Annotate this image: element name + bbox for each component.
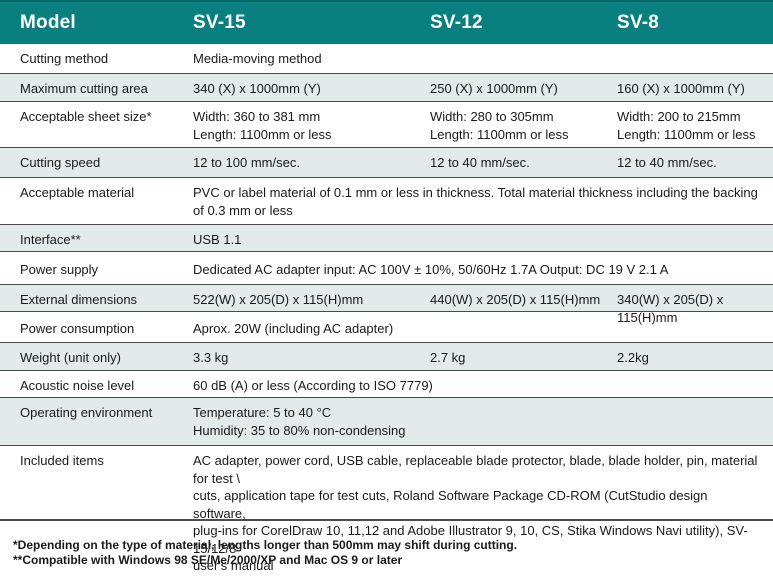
row-label: Weight (unit only) (20, 350, 121, 365)
row-value-sv8: 340(W) x 205(D) x 115(H)mm (617, 292, 724, 325)
row-value-sv15: Width: 360 to 381 mm Length: 1100mm or l… (193, 109, 332, 142)
row-value-sv8: 12 to 40 mm/sec. (617, 155, 717, 170)
table-header-row: Model SV-15 SV-12 SV-8 (0, 0, 773, 44)
header-col-sv8: SV-8 (617, 12, 659, 33)
row-label: Operating environment (20, 405, 153, 420)
row-label: Cutting speed (20, 155, 101, 170)
row-value-sv12: 440(W) x 205(D) x 115(H)mm (430, 292, 601, 307)
table-row-acoustic-noise-level: Acoustic noise level 60 dB (A) or less (… (0, 370, 773, 397)
row-value-sv8: 2.2kg (617, 350, 649, 365)
row-value-sv15: 522(W) x 205(D) x 115(H)mm (193, 292, 364, 307)
header-col-sv15: SV-15 (193, 12, 246, 33)
row-label: Included items (20, 453, 104, 468)
table-row-weight: Weight (unit only) 3.3 kg 2.7 kg 2.2kg (0, 342, 773, 370)
header-model-label: Model (20, 12, 76, 33)
row-value-sv12: 12 to 40 mm/sec. (430, 155, 530, 170)
row-value-sv12: Width: 280 to 305mm Length: 1100mm or le… (430, 109, 569, 142)
footnotes: *Depending on the type of material, leng… (0, 521, 773, 568)
row-value-sv15: 12 to 100 mm/sec. (193, 155, 300, 170)
table-row-acceptable-material: Acceptable material PVC or label materia… (0, 177, 773, 224)
row-value: Dedicated AC adapter input: AC 100V ± 10… (193, 262, 669, 277)
row-label: Acceptable material (20, 185, 135, 200)
footnote-sheet-size: *Depending on the type of material, leng… (13, 538, 518, 552)
footnote-compatibility: **Compatible with Windows 98 SE/Me/2000/… (13, 553, 403, 567)
row-label: Power consumption (20, 321, 135, 336)
row-value: USB 1.1 (193, 232, 242, 247)
header-col-sv12: SV-12 (430, 12, 483, 33)
row-label: Acceptable sheet size* (20, 109, 152, 124)
row-label: Cutting method (20, 51, 109, 66)
table-row-power-consumption: Power consumption Aprox. 20W (including … (0, 311, 773, 342)
row-value: Media-moving method (193, 51, 322, 66)
row-value-sv15: 3.3 kg (193, 350, 229, 365)
row-value-sv12: 2.7 kg (430, 350, 466, 365)
row-label: Power supply (20, 262, 99, 277)
row-label: Maximum cutting area (20, 81, 148, 96)
row-value: PVC or label material of 0.1 mm or less … (193, 185, 758, 218)
row-label: Acoustic noise level (20, 378, 135, 393)
row-value-sv8: 160 (X) x 1000mm (Y) (617, 81, 745, 96)
table-row-operating-environment: Operating environment Temperature: 5 to … (0, 397, 773, 445)
row-value: AC adapter, power cord, USB cable, repla… (193, 453, 758, 573)
row-value-sv15: 340 (X) x 1000mm (Y) (193, 81, 321, 96)
row-label: External dimensions (20, 292, 138, 307)
table-row-cutting-speed: Cutting speed 12 to 100 mm/sec. 12 to 40… (0, 147, 773, 177)
row-value: Aprox. 20W (including AC adapter) (193, 321, 394, 336)
table-row-acceptable-sheet-size: Acceptable sheet size* Width: 360 to 381… (0, 101, 773, 147)
table-row-maximum-cutting-area: Maximum cutting area 340 (X) x 1000mm (Y… (0, 73, 773, 101)
table-row-external-dimensions: External dimensions 522(W) x 205(D) x 11… (0, 284, 773, 325)
row-value-sv12: 250 (X) x 1000mm (Y) (430, 81, 558, 96)
row-value: Temperature: 5 to 40 °C Humidity: 35 to … (193, 405, 406, 438)
row-value: 60 dB (A) or less (According to ISO 7779… (193, 378, 433, 393)
row-label: Interface** (20, 232, 81, 247)
table-row-power-supply: Power supply Dedicated AC adapter input:… (0, 251, 773, 284)
table-row-interface: Interface** USB 1.1 (0, 224, 773, 251)
row-value-sv8: Width: 200 to 215mm Length: 1100mm or le… (617, 109, 756, 142)
table-row-included-items: Included items AC adapter, power cord, U… (0, 445, 773, 573)
table-row-cutting-method: Cutting method Media-moving method (0, 44, 773, 73)
